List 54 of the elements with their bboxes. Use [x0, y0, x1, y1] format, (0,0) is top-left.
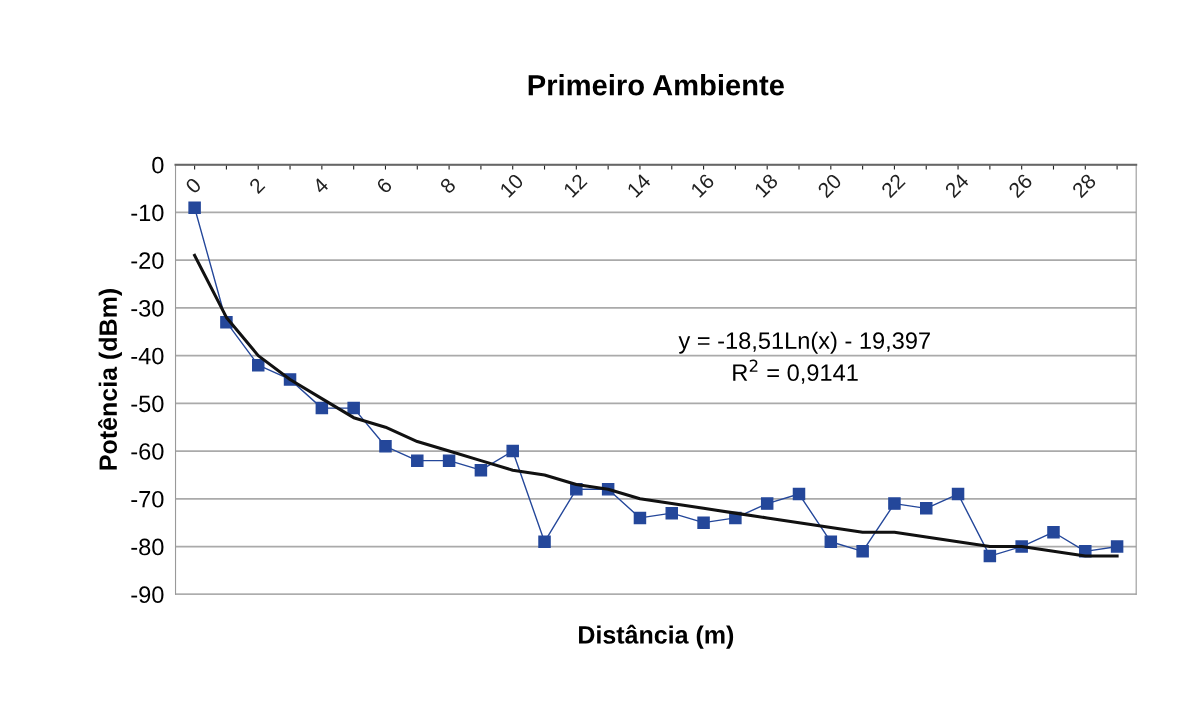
point	[474, 463, 488, 477]
point	[760, 497, 774, 510]
y-axis-title: Potência (dBm)	[98, 289, 122, 470]
x-tick-label: 16	[690, 172, 716, 198]
y-tick-label: -30	[131, 299, 164, 317]
y-tick-label: -60	[131, 443, 164, 460]
y-tick-label: 0	[152, 156, 164, 174]
point	[951, 487, 965, 501]
x-axis-title: Distância (m)	[579, 624, 734, 649]
x-tick-label: 2	[248, 177, 266, 195]
x-tick-label: 12	[562, 172, 588, 198]
point	[188, 201, 201, 214]
y-tick-label: -80	[131, 538, 164, 556]
point	[633, 511, 647, 525]
point	[856, 545, 869, 558]
chart-title: Primeiro Ambiente	[528, 74, 784, 96]
y-tick-label: -20	[131, 252, 164, 269]
x-tick-label: 10	[499, 172, 525, 198]
point	[697, 516, 710, 529]
point	[442, 454, 456, 467]
x-tick-label: 22	[880, 172, 906, 199]
x-tick-label: 26	[1007, 172, 1034, 199]
x-tick-label: 0	[184, 176, 203, 195]
point	[1110, 540, 1124, 553]
annotation: R$^{2}$ = 0,9141	[733, 359, 858, 384]
point	[983, 549, 997, 563]
point	[665, 506, 679, 520]
point	[888, 497, 901, 510]
point	[919, 502, 933, 515]
y-tick-label: -40	[131, 347, 164, 365]
point	[1047, 525, 1060, 539]
x-tick-label: 28	[1071, 172, 1097, 199]
x-tick-label: 14	[626, 172, 652, 198]
line-series	[193, 253, 1119, 558]
point	[538, 535, 551, 549]
point	[506, 444, 519, 458]
point	[315, 401, 329, 415]
x-tick-label: 24	[944, 172, 970, 199]
x-tick-label: 4	[311, 176, 330, 195]
point	[379, 440, 392, 453]
point	[824, 535, 838, 549]
point	[347, 401, 360, 415]
point	[411, 454, 424, 467]
y-tick-label: -90	[131, 586, 164, 604]
annotation: y = -18,51Ln(x) - 19,397	[678, 331, 930, 354]
y-tick-label: -70	[131, 490, 164, 508]
x-tick-label: 18	[753, 172, 779, 198]
y-tick-label: -10	[131, 204, 164, 222]
x-tick-label: 6	[375, 176, 393, 195]
point	[792, 487, 806, 501]
x-tick-label: 8	[439, 176, 457, 195]
x-tick-label: 20	[816, 172, 843, 199]
y-tick-label: -50	[131, 395, 164, 413]
point	[251, 358, 265, 372]
